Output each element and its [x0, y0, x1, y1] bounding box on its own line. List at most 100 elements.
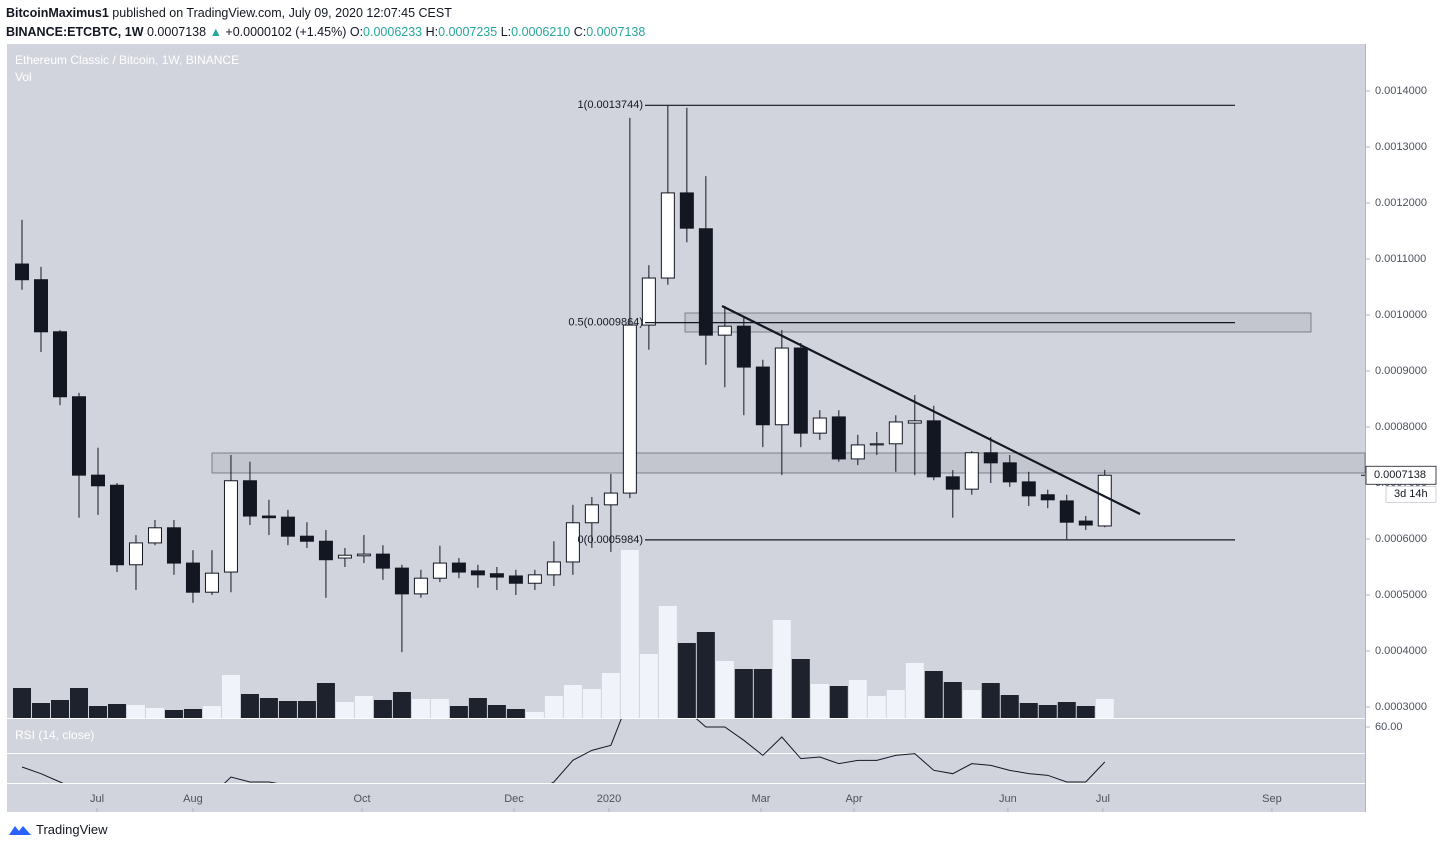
y-tick-label: 0.0006000	[1375, 533, 1427, 545]
volume-bar	[848, 680, 867, 718]
volume-bar	[734, 669, 753, 718]
candle-body	[1002, 462, 1017, 483]
volume-bar	[50, 700, 69, 718]
volume-bar	[1057, 702, 1076, 718]
candle-body	[793, 347, 808, 434]
candle-body	[584, 504, 599, 524]
volume-bar	[487, 705, 506, 718]
countdown-label: 3d 14h	[1394, 488, 1428, 500]
x-tick-label: 2020	[597, 793, 621, 805]
candle-body	[736, 325, 751, 368]
volume-bar	[962, 690, 981, 718]
candle-body	[850, 444, 865, 460]
trend-line	[721, 305, 1141, 515]
y-tick-label: 0.0013000	[1375, 141, 1427, 153]
x-tick-label: Mar	[751, 793, 770, 805]
candle-body	[907, 420, 922, 424]
rsi-line	[21, 719, 1106, 783]
candle-body	[394, 567, 409, 595]
ohlc-value: 0.0006210	[511, 25, 571, 39]
volume-bar	[905, 663, 924, 718]
volume-bar	[1076, 706, 1095, 718]
chart: Ethereum Classic / Bitcoin, 1W, BINANCE …	[7, 44, 1437, 812]
volume-bar	[373, 700, 392, 718]
candle-body	[831, 416, 846, 460]
candle-body	[451, 562, 466, 573]
candle-body	[698, 228, 713, 336]
candle-body	[679, 192, 694, 229]
candle-body	[1097, 474, 1112, 527]
volume-bar	[924, 671, 943, 718]
volume-bar	[164, 710, 183, 718]
rsi-layer	[21, 719, 1106, 783]
volume-bar	[981, 683, 1000, 718]
candle-layer	[15, 104, 1112, 653]
ohlc-label: C:	[573, 25, 587, 39]
y-tick-label: 0.0009000	[1375, 365, 1427, 377]
axes-layer: 0.0003000 0.0004000 0.0005000 0.0006000 0.00…	[90, 85, 1437, 812]
rsi-tick-label: 60.00	[1375, 721, 1403, 733]
candle-body	[489, 573, 504, 578]
candle-body	[1040, 494, 1055, 501]
volume-bar	[259, 698, 278, 718]
volume-bar	[772, 620, 791, 718]
candle-body	[774, 347, 789, 426]
footer-text: TradingView	[36, 822, 108, 837]
volume-bar	[1038, 705, 1057, 718]
x-tick-label: Aug	[183, 793, 203, 805]
fib-label: 0.5(0.0009864)	[568, 317, 643, 329]
candle-body	[1078, 520, 1093, 526]
candle-body	[299, 535, 314, 542]
header: BitcoinMaximus1 published on TradingView…	[6, 4, 645, 42]
arrow: ▲	[209, 25, 222, 39]
volume-bar	[126, 705, 145, 718]
candle-body	[565, 522, 580, 563]
y-tick-label: 0.0014000	[1375, 85, 1427, 97]
volume-bar	[430, 699, 449, 718]
candle-body	[1021, 481, 1036, 497]
candle-body	[242, 480, 257, 517]
volume-bar	[240, 694, 259, 718]
x-tick-label: Oct	[353, 793, 370, 805]
ohlc-value: 0.0007138	[586, 25, 646, 39]
volume-bar	[658, 606, 677, 718]
volume-bar	[316, 683, 335, 718]
candle-body	[147, 527, 162, 544]
volume-bar	[278, 701, 297, 718]
y-tick-label: 0.0003000	[1375, 701, 1427, 713]
volume-bar	[544, 696, 563, 718]
candle-body	[15, 263, 30, 281]
candle-body	[375, 553, 390, 569]
volume-bar	[601, 673, 620, 718]
volume-bar	[297, 701, 316, 718]
y-tick-label: 0.0005000	[1375, 589, 1427, 601]
support-zone	[211, 452, 1366, 474]
y-tick-label: 0.0012000	[1375, 197, 1427, 209]
fib-layer: 1(0.0013744) 0.5(0.0009864) 0(0.0005984)	[568, 99, 1235, 546]
candle-body	[109, 484, 124, 566]
volume-bar	[354, 696, 373, 718]
candle-body	[546, 561, 561, 576]
candle-body	[34, 279, 49, 333]
rsi-title: RSI (14, close)	[15, 728, 94, 742]
fib-label: 0(0.0005984)	[578, 534, 643, 546]
candle-body	[90, 474, 105, 487]
volume-bar	[677, 643, 696, 718]
volume-bar	[183, 709, 202, 718]
y-tick-label: 0.0011000	[1375, 253, 1426, 265]
volume-bar	[563, 685, 582, 718]
volume-bar	[392, 692, 411, 718]
candle-body	[261, 515, 276, 519]
y-tick-label: 0.0004000	[1375, 645, 1427, 657]
ohlc-value: 0.0007235	[438, 25, 498, 39]
y-tick-label: 0.0010000	[1375, 309, 1427, 321]
volume-bar	[13, 688, 32, 718]
last-price-box	[1365, 465, 1437, 485]
volume-bar	[411, 699, 430, 718]
volume-bar	[886, 690, 905, 718]
volume-bar	[468, 698, 487, 718]
volume-bar	[943, 682, 962, 718]
candle-body	[166, 527, 181, 564]
candle-body	[869, 443, 884, 446]
